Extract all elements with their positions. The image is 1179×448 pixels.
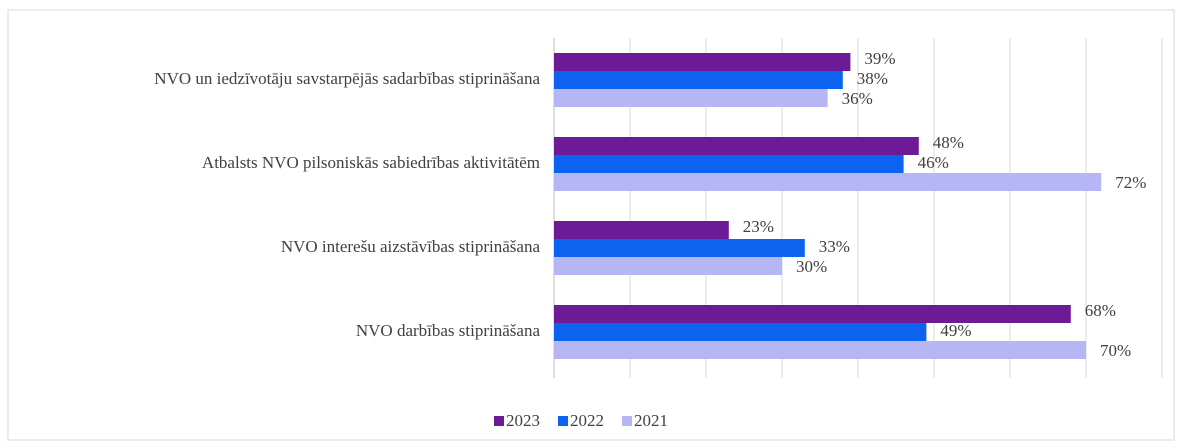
legend-swatch <box>494 416 504 426</box>
bar <box>554 239 805 257</box>
bar <box>554 341 1086 359</box>
data-label: 68% <box>1085 301 1116 320</box>
data-label: 23% <box>743 217 774 236</box>
data-label: 46% <box>918 153 949 172</box>
data-label: 49% <box>940 321 971 340</box>
data-label: 39% <box>864 49 895 68</box>
bar <box>554 89 828 107</box>
data-label: 38% <box>857 69 888 88</box>
y-tick-label: Atbalsts NVO pilsoniskās sabiedrības akt… <box>202 153 540 172</box>
y-tick-label: NVO un iedzīvotāju savstarpējās sadarbīb… <box>154 69 540 88</box>
data-label: 48% <box>933 133 964 152</box>
bar <box>554 173 1102 191</box>
data-label: 33% <box>819 237 850 256</box>
legend-swatch <box>622 416 632 426</box>
data-label: 70% <box>1100 341 1131 360</box>
bar <box>554 257 782 275</box>
bar <box>554 305 1071 323</box>
y-tick-label: NVO interešu aizstāvības stiprināšana <box>281 237 541 256</box>
bar <box>554 53 851 71</box>
data-label: 30% <box>796 257 827 276</box>
bar <box>554 71 843 89</box>
legend-label: 2021 <box>634 411 668 430</box>
y-tick-label: NVO darbības stiprināšana <box>356 321 541 340</box>
bar <box>554 323 927 341</box>
bar <box>554 137 919 155</box>
data-label: 36% <box>842 89 873 108</box>
legend-label: 2023 <box>506 411 540 430</box>
data-label: 72% <box>1115 173 1146 192</box>
legend-swatch <box>558 416 568 426</box>
bar <box>554 155 904 173</box>
legend-label: 2022 <box>570 411 604 430</box>
bar <box>554 221 729 239</box>
